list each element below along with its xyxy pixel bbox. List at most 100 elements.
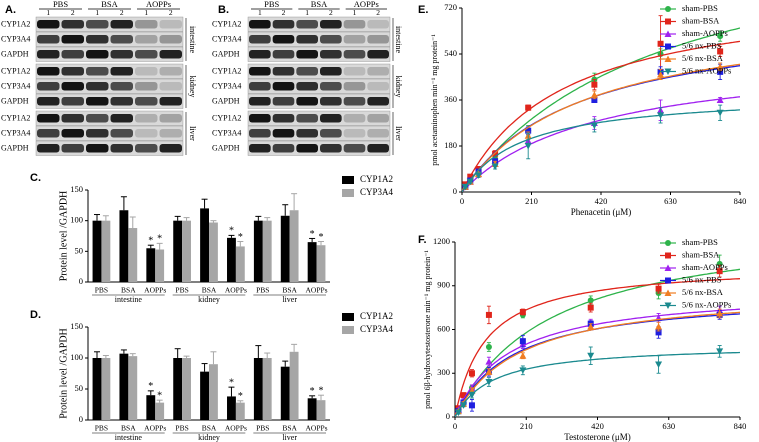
blot-band	[110, 20, 133, 29]
treatment-label: AOPPs	[354, 0, 379, 9]
lane-label: 1	[353, 8, 357, 17]
bar	[200, 208, 209, 282]
legend-marker	[664, 289, 672, 296]
blot-band	[320, 35, 342, 44]
y-tick-label: 180	[444, 140, 457, 150]
legend-marker	[664, 302, 672, 309]
legend-label: CYP3A4	[360, 324, 394, 334]
group-label: intestine	[115, 295, 143, 304]
panel-letter: C.	[30, 172, 41, 184]
x-tick-label: AOPPs	[306, 286, 328, 295]
group-label: intestine	[115, 433, 143, 442]
blot-band	[61, 129, 84, 138]
blot-band	[110, 82, 133, 91]
significance-label: *	[229, 377, 234, 388]
blot-band	[367, 50, 389, 59]
blot-band	[272, 67, 295, 76]
data-point	[590, 91, 598, 98]
blot-band	[296, 82, 318, 91]
blot-band	[272, 50, 295, 59]
protein-label: CYP3A4	[212, 34, 241, 43]
lane-label: 2	[169, 8, 173, 17]
blot-band	[37, 35, 60, 44]
tissue-label: liver	[188, 126, 197, 141]
legend-label: 5/6 nx-BSA	[682, 53, 724, 63]
blot-band	[61, 67, 84, 76]
x-tick-label: AOPPs	[306, 424, 328, 433]
bar	[289, 351, 299, 420]
blot-band	[110, 67, 133, 76]
blot-band	[110, 35, 133, 44]
blot-band	[249, 144, 271, 153]
blot-band	[159, 97, 182, 106]
bar	[182, 358, 191, 420]
data-point	[475, 172, 483, 179]
protein-label: GAPDH	[1, 49, 29, 58]
bar	[128, 228, 138, 282]
blot-band	[61, 97, 84, 106]
y-tick-label: 0	[446, 411, 450, 421]
lane-label: 2	[71, 8, 75, 17]
blot-band	[343, 20, 366, 29]
lane-label: 2	[376, 8, 380, 17]
legend-label: CYP3A4	[360, 187, 394, 197]
protein-label: CYP1A2	[1, 66, 30, 75]
blot-band	[61, 82, 84, 91]
y-axis-title: pmol 6β-hydroxytestosterone min⁻¹ mg pro…	[423, 250, 432, 409]
lane-label: 1	[144, 8, 148, 17]
blot-band	[249, 35, 271, 44]
x-tick-label: PBS	[95, 286, 108, 295]
bar	[200, 371, 209, 420]
treatment-label: PBS	[264, 0, 279, 9]
protein-label: CYP3A4	[1, 81, 30, 90]
legend-marker	[665, 277, 671, 284]
x-tick-label: 210	[525, 196, 538, 206]
blot-band	[272, 129, 295, 138]
data-point	[655, 361, 663, 368]
group-label: kidney	[198, 433, 220, 442]
x-tick-label: BSA	[202, 286, 217, 295]
data-point	[717, 33, 724, 40]
legend-swatch	[342, 313, 354, 321]
bar	[173, 220, 183, 282]
blot-band	[296, 114, 318, 123]
data-point	[716, 109, 724, 117]
bar	[227, 237, 236, 282]
data-point	[485, 358, 493, 365]
bar	[119, 210, 129, 282]
blot-band	[110, 114, 133, 123]
blot-band	[367, 97, 389, 106]
panel-letter: A.	[5, 4, 16, 16]
blot-band	[37, 144, 60, 153]
legend-label: sham-AOPPs	[682, 28, 728, 38]
blot-band	[86, 35, 109, 44]
legend-label: 5/6 nx-BSA	[682, 287, 724, 297]
data-point	[466, 178, 474, 186]
blot-band	[367, 114, 389, 123]
data-point	[459, 402, 467, 409]
data-point	[519, 352, 527, 359]
bar	[92, 220, 102, 282]
fit-curve	[462, 40, 740, 192]
blot-band	[320, 97, 342, 106]
x-tick-label: 630	[662, 421, 675, 431]
fit-curve	[462, 63, 740, 192]
protein-label: CYP3A4	[1, 34, 30, 43]
blot-band	[159, 82, 182, 91]
tissue-label: intestine	[394, 26, 403, 54]
x-axis-title: Testosterone (μM)	[564, 432, 630, 442]
data-point	[454, 409, 462, 417]
blot-band	[86, 97, 109, 106]
x-tick-label: PBS	[175, 424, 188, 433]
data-point	[485, 344, 492, 350]
data-point	[468, 370, 475, 377]
fit-curve	[462, 109, 740, 192]
protein-label: CYP1A2	[1, 19, 30, 28]
panel-letter: B.	[218, 4, 229, 16]
protein-label: CYP3A4	[1, 128, 30, 137]
blot-band	[61, 20, 84, 29]
blot-band	[61, 50, 84, 59]
data-point	[655, 285, 662, 292]
blot-band	[343, 50, 366, 59]
